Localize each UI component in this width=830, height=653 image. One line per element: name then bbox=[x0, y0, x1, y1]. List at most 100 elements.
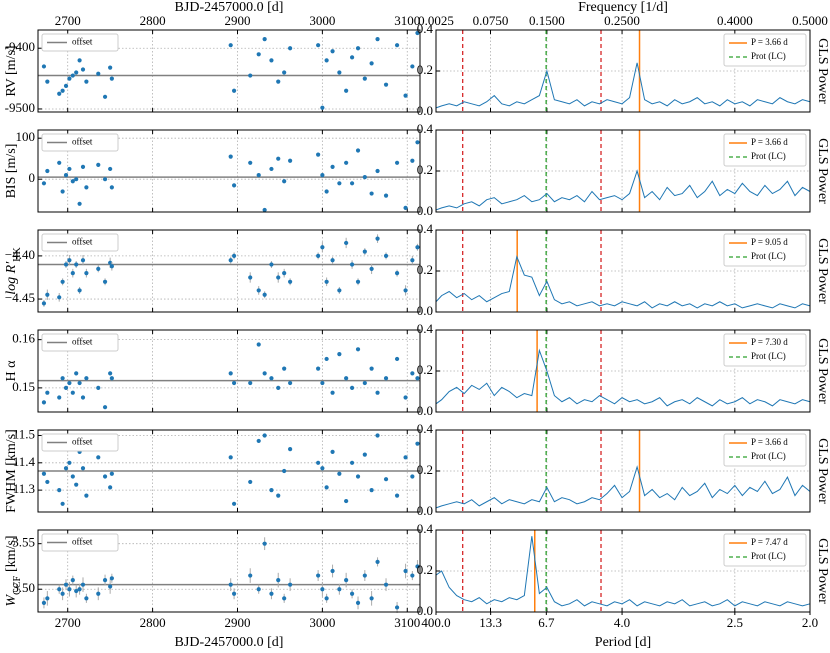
data-point bbox=[45, 79, 50, 84]
data-point bbox=[248, 73, 253, 78]
data-point bbox=[45, 292, 50, 297]
data-point bbox=[349, 591, 355, 596]
y-axis-label-sub: HK bbox=[12, 246, 23, 261]
data-point bbox=[349, 385, 355, 390]
data-point bbox=[316, 573, 321, 578]
data-point bbox=[403, 205, 408, 210]
data-point bbox=[228, 43, 233, 48]
data-point bbox=[262, 37, 267, 42]
data-point bbox=[375, 168, 380, 174]
data-point bbox=[330, 164, 335, 169]
y-axis-label: GLS Power bbox=[815, 238, 830, 304]
data-point bbox=[282, 596, 287, 601]
data-point bbox=[324, 58, 329, 63]
y-tick-label: 0.2 bbox=[417, 362, 433, 377]
data-point bbox=[256, 587, 261, 592]
data-point bbox=[231, 253, 237, 258]
y-tick-label: 0.2 bbox=[417, 262, 433, 277]
data-point bbox=[84, 185, 89, 190]
data-point bbox=[344, 578, 349, 583]
data-point bbox=[77, 58, 82, 63]
data-point bbox=[57, 160, 62, 165]
data-point bbox=[256, 288, 261, 293]
data-point bbox=[269, 376, 274, 381]
periodogram bbox=[435, 62, 811, 109]
data-point bbox=[67, 76, 72, 81]
data-point bbox=[63, 582, 69, 587]
data-point bbox=[248, 573, 253, 578]
legend-label: Prot (LC) bbox=[751, 51, 786, 61]
data-point bbox=[316, 152, 321, 157]
data-point bbox=[60, 376, 65, 381]
data-point bbox=[369, 191, 374, 196]
data-point bbox=[262, 541, 267, 546]
data-point bbox=[320, 173, 325, 178]
data-point bbox=[60, 189, 65, 194]
data-point bbox=[57, 295, 62, 300]
data-point bbox=[63, 262, 69, 267]
legend-box bbox=[41, 333, 119, 352]
legend-label: offset bbox=[72, 37, 93, 47]
data-point bbox=[70, 474, 75, 479]
data-point bbox=[369, 266, 374, 271]
data-point bbox=[362, 249, 367, 254]
legend-label: P = 3.66 d bbox=[751, 137, 788, 147]
x-tick-label: 2800 bbox=[140, 13, 166, 28]
data-point bbox=[248, 380, 253, 386]
legend-label: P = 3.66 d bbox=[751, 37, 788, 47]
data-point bbox=[269, 591, 274, 596]
data-point bbox=[369, 61, 374, 66]
y-tick-label: 0 bbox=[29, 170, 36, 185]
x-tick-label: 2700 bbox=[55, 13, 81, 28]
axes-frame bbox=[37, 229, 421, 313]
x-tick-label: 2700 bbox=[55, 615, 81, 630]
data-point bbox=[109, 576, 114, 581]
data-point bbox=[67, 166, 72, 172]
data-point bbox=[403, 395, 408, 400]
data-point bbox=[96, 385, 101, 390]
data-point bbox=[269, 58, 274, 63]
periodogram bbox=[435, 348, 811, 407]
legend-label: P = 7.30 d bbox=[751, 337, 788, 347]
periodogram bbox=[435, 254, 811, 309]
y-tick-label: 11.5 bbox=[13, 426, 35, 441]
data-point bbox=[316, 43, 321, 48]
periodogram bbox=[435, 465, 811, 509]
data-point bbox=[403, 93, 408, 98]
axes-frame bbox=[435, 129, 811, 213]
data-point bbox=[262, 292, 267, 297]
y-tick-label: 0.4 bbox=[417, 521, 434, 536]
data-point bbox=[410, 371, 415, 376]
data-point bbox=[320, 380, 325, 386]
data-point bbox=[96, 162, 101, 167]
data-point bbox=[269, 262, 274, 267]
data-point bbox=[355, 279, 361, 284]
data-point bbox=[77, 288, 82, 293]
legend-label: offset bbox=[72, 537, 93, 547]
data-point bbox=[362, 452, 367, 457]
y-tick-label: 0.4 bbox=[417, 121, 434, 136]
data-point bbox=[109, 264, 114, 269]
data-point bbox=[63, 466, 69, 471]
legend-box bbox=[723, 233, 807, 267]
data-point bbox=[276, 275, 281, 280]
data-point bbox=[102, 405, 108, 410]
data-point bbox=[84, 493, 89, 498]
data-point bbox=[324, 279, 329, 284]
legend-label: Prot (LC) bbox=[751, 151, 786, 161]
data-point bbox=[108, 485, 113, 490]
data-point bbox=[67, 258, 72, 263]
data-point bbox=[362, 175, 367, 180]
data-point bbox=[80, 258, 86, 263]
legend-label: Prot (LC) bbox=[751, 551, 786, 561]
data-point bbox=[369, 488, 374, 493]
data-point bbox=[77, 380, 82, 386]
data-point bbox=[403, 568, 408, 574]
data-point bbox=[375, 236, 380, 241]
data-point bbox=[288, 279, 293, 284]
data-point bbox=[288, 582, 293, 587]
legend-label: offset bbox=[72, 137, 93, 147]
data-point bbox=[394, 271, 400, 276]
x-tick-label: 13.3 bbox=[479, 615, 502, 630]
data-point bbox=[74, 70, 79, 75]
